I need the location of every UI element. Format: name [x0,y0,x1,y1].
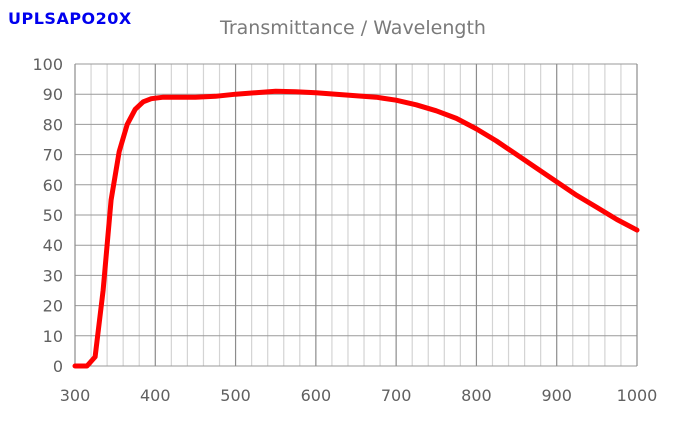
x-tick-label: 300 [60,386,91,405]
y-tick-label: 80 [43,115,63,134]
x-tick-label: 700 [381,386,412,405]
y-tick-label: 20 [43,297,63,316]
x-tick-label: 900 [541,386,572,405]
y-tick-label: 10 [43,327,63,346]
chart-title: Transmittance / Wavelength [219,17,486,39]
x-tick-label: 500 [220,386,251,405]
y-tick-label: 50 [43,206,63,225]
series-layer [72,88,640,369]
y-tick-label: 90 [43,85,63,104]
y-tick-label: 0 [53,357,63,376]
x-tick-labels: 300 400 500 600 700 800 900 1000 [60,386,658,405]
model-label: UPLSAPO20X [8,9,132,28]
y-tick-label: 40 [43,236,63,255]
y-tick-label: 60 [43,176,63,195]
y-tick-label: 100 [32,55,63,74]
y-tick-labels: 0 10 20 30 40 50 60 70 80 90 100 [32,55,63,376]
x-tick-label: 800 [461,386,492,405]
series-line [72,88,640,369]
y-tick-label: 70 [43,146,63,165]
x-tick-label: 400 [140,386,171,405]
x-tick-label: 600 [301,386,332,405]
major-grid [74,63,638,367]
y-tick-label: 30 [43,266,63,285]
x-tick-label: 1000 [617,386,658,405]
